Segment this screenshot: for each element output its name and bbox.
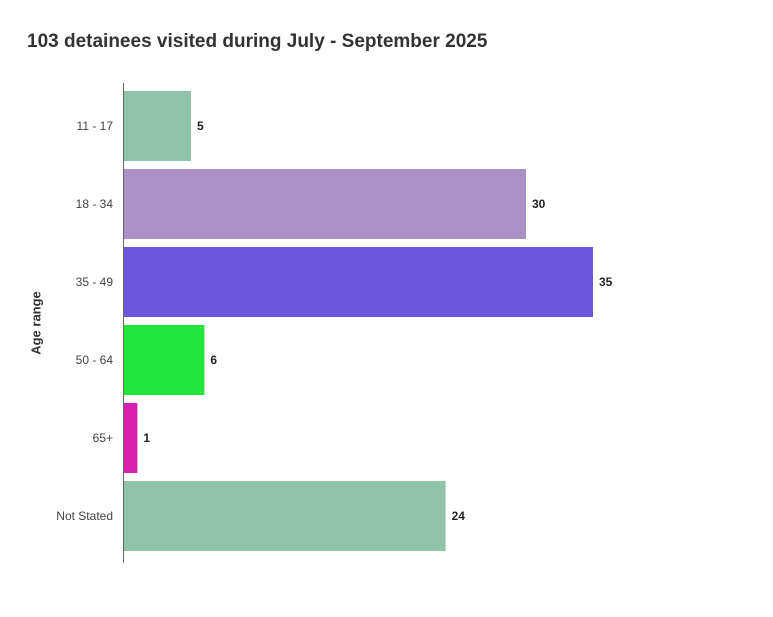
bar [124,325,205,395]
bar [124,247,593,317]
y-tick-label: Not Stated [56,509,113,523]
y-tick-label: 65+ [93,431,113,445]
y-tick-label: 11 - 17 [77,119,114,133]
y-tick-label: 35 - 49 [76,275,114,289]
y-tick-label: 18 - 34 [76,197,114,211]
bar [124,403,138,473]
bar [124,169,526,239]
data-label: 5 [197,119,204,133]
data-label: 35 [599,275,613,289]
data-label: 30 [532,197,546,211]
y-axis-label: Age range [28,291,43,355]
chart-title: 103 detainees visited during July - Sept… [27,31,488,52]
y-tick-label: 50 - 64 [76,353,114,367]
bar [124,91,191,161]
data-label: 24 [452,509,466,523]
data-label: 6 [210,353,217,367]
bar [124,481,446,551]
data-label: 1 [143,431,150,445]
